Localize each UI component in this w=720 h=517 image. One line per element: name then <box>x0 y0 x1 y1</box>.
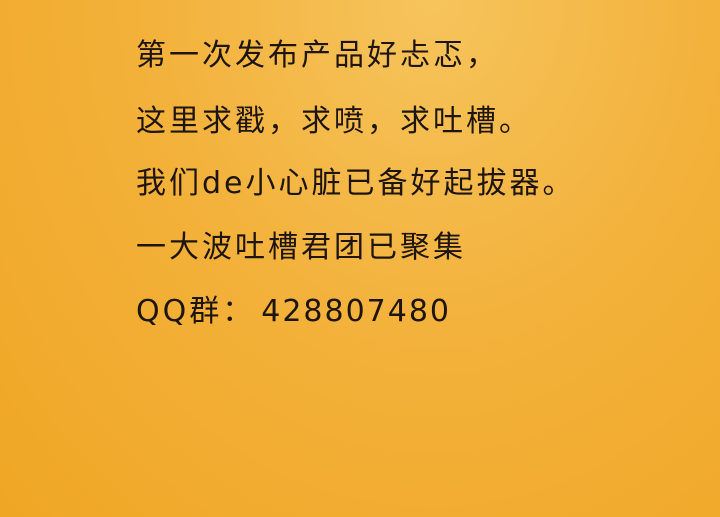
announcement-line-3: 我们de小心脏已备好起拔器。 <box>136 166 576 201</box>
announcement-line-4: 一大波吐槽君团已聚集 <box>136 230 466 265</box>
qq-group-number: 428807480 <box>261 294 452 329</box>
qq-group-info: QQ群： 428807480 <box>136 292 451 332</box>
announcement-line-1: 第一次发布产品好忐忑， <box>136 38 499 73</box>
qq-group-label: QQ群： <box>136 294 256 329</box>
announcement-line-2: 这里求戳，求喷，求吐槽。 <box>136 104 532 139</box>
